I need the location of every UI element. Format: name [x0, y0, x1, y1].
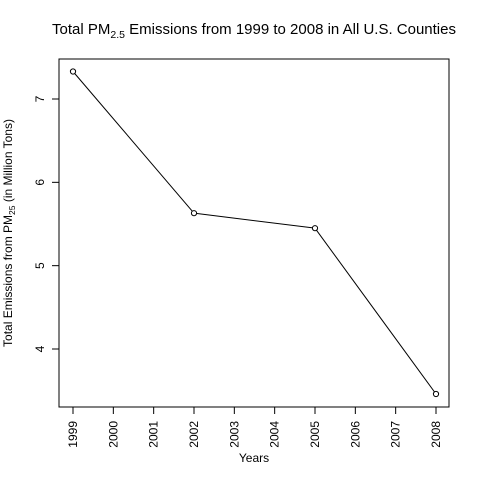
data-point-1999 — [69, 68, 77, 75]
series-total-emissions — [69, 68, 440, 398]
y-axis-label-prefix: Total Emissions from PM — [1, 215, 15, 347]
plot-frame — [58, 58, 450, 408]
x-tick-label-2000: 2000 — [106, 421, 120, 448]
x-tick-label-2004: 2004 — [268, 421, 282, 448]
y-tick-label-6: 6 — [33, 179, 47, 186]
x-axis: 1999 2000 2001 2002 2003 2004 2005 2006 2007 2008 — [66, 406, 443, 448]
y-axis-label: Total Emissions from PM25 (in Million To… — [1, 119, 17, 347]
x-tick-label-2001: 2001 — [147, 421, 161, 448]
data-point-2008 — [432, 390, 440, 398]
chart-title-suffix: Emissions from 1999 to 2008 in All U.S. … — [125, 21, 456, 38]
x-tick-label-2006: 2006 — [348, 421, 362, 448]
data-point-2002 — [190, 210, 198, 217]
series-segment-1999-2002 — [72, 71, 195, 214]
x-tick-label-2003: 2003 — [227, 421, 241, 448]
chart-title-subscript: 2.5 — [110, 29, 125, 41]
y-tick-label-5: 5 — [33, 262, 47, 269]
y-axis-label-suffix: (in Million Tons) — [1, 119, 15, 205]
x-tick-label-2008: 2008 — [429, 421, 443, 448]
series-segment-2005-2008 — [314, 227, 437, 395]
y-tick-label-7: 7 — [33, 95, 47, 102]
chart-title: Total PM2.5 Emissions from 1999 to 2008 … — [52, 21, 456, 41]
x-tick-label-2005: 2005 — [308, 421, 322, 448]
x-axis-label: Years — [239, 451, 269, 465]
y-axis: 4 5 6 7 — [33, 95, 60, 352]
chart-title-prefix: Total PM — [52, 21, 110, 38]
x-tick-label-2007: 2007 — [389, 421, 403, 448]
series-segment-2002-2005 — [193, 212, 316, 229]
data-point-2005 — [311, 225, 319, 232]
x-tick-label-2002: 2002 — [187, 421, 201, 448]
y-tick-label-4: 4 — [33, 345, 47, 352]
y-axis-label-subscript: 25 — [7, 205, 17, 215]
x-tick-label-1999: 1999 — [66, 421, 80, 448]
